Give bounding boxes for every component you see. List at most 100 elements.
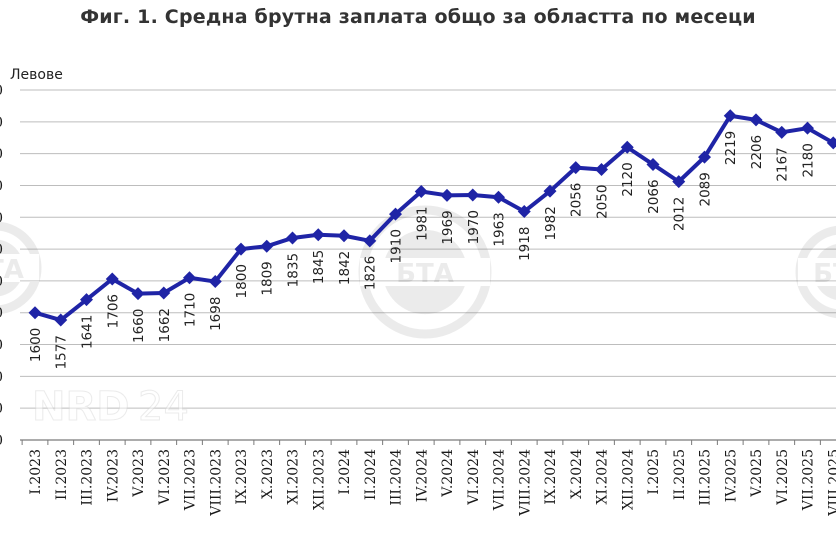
data-label: 1842 — [337, 251, 353, 285]
data-point — [749, 113, 763, 127]
watermark-band — [359, 258, 491, 286]
y-axis-unit-label: Левове — [10, 67, 63, 83]
x-tick-label: I.2024 — [337, 449, 353, 495]
x-tick-label: IV.2023 — [105, 449, 121, 502]
x-tick-label: VIII.2024 — [517, 449, 533, 517]
y-tick-label: 1700 — [0, 274, 3, 290]
x-tick-label: III.2025 — [698, 449, 714, 506]
data-point — [363, 234, 377, 248]
x-tick-label: VII.2024 — [492, 449, 508, 511]
x-tick-label: II.2024 — [363, 449, 379, 500]
data-point — [389, 207, 402, 221]
watermark-bta-text: БТА — [813, 259, 836, 289]
x-tick-label: XII.2024 — [620, 449, 636, 510]
watermark-ring — [0, 221, 42, 315]
data-point — [723, 109, 737, 123]
y-tick-label: 1900 — [0, 210, 3, 226]
y-tick-label: 1800 — [0, 242, 3, 258]
data-label: 1910 — [389, 229, 405, 263]
data-label: 2180 — [801, 143, 817, 177]
x-tick-label: VI.2025 — [775, 449, 791, 506]
data-point — [826, 136, 836, 150]
data-label: 1800 — [234, 264, 250, 298]
data-point — [80, 293, 93, 307]
watermark-ring — [358, 205, 492, 339]
data-point — [414, 185, 428, 198]
watermark-bta-left: БТА — [0, 221, 42, 315]
x-tick-label: I.2025 — [646, 449, 662, 495]
data-point — [286, 231, 299, 245]
series-salary — [28, 109, 836, 327]
data-point — [208, 275, 222, 289]
data-label: 1918 — [517, 227, 533, 261]
data-label: 1963 — [492, 212, 508, 246]
x-tick-label: III.2023 — [80, 449, 96, 506]
data-point — [183, 271, 196, 285]
data-point — [105, 272, 119, 286]
data-point — [311, 228, 325, 242]
watermark-ring — [795, 225, 836, 319]
watermark-bta-text: БТА — [0, 255, 24, 285]
data-label: 1969 — [440, 210, 456, 244]
data-label: 1698 — [208, 297, 224, 331]
chart-title: Фиг. 1. Средна брутна заплата общо за об… — [80, 6, 756, 28]
y-tick-label: 2300 — [0, 83, 3, 99]
x-tick-label: II.2023 — [54, 449, 70, 500]
y-tick-label: 2100 — [0, 147, 3, 163]
data-point — [54, 313, 68, 327]
data-label: 1809 — [260, 261, 276, 295]
watermark-band — [797, 258, 836, 286]
data-point — [775, 125, 789, 139]
x-axis-labels: I.2023 II.2023 III.2023 IV.2023 V.2023 VI.202… — [28, 449, 836, 517]
y-tick-label: 1400 — [0, 369, 3, 385]
x-tick-label: IV.2024 — [414, 449, 430, 502]
y-tick-label: 1300 — [0, 401, 3, 417]
watermark-nrd24: NRD 24 — [32, 384, 190, 431]
x-tick-label: VI.2023 — [157, 449, 173, 506]
data-label: 2219 — [723, 131, 739, 165]
data-point — [440, 188, 454, 202]
data-label: 2089 — [698, 172, 714, 206]
data-point — [543, 184, 557, 198]
data-point — [698, 150, 711, 164]
data-label: 2050 — [595, 185, 611, 219]
data-label: 1641 — [80, 315, 96, 349]
data-label: 1577 — [54, 335, 70, 369]
watermark-nrd-text: NRD — [32, 384, 129, 430]
watermark-bta-text: БТА — [396, 259, 454, 289]
data-label: 1662 — [157, 308, 173, 342]
data-point — [260, 239, 274, 253]
data-label: 1982 — [543, 206, 559, 240]
x-tick-label: V.2025 — [749, 449, 765, 498]
data-point — [569, 161, 583, 175]
x-tick-label: VIII.2025 — [826, 449, 836, 517]
data-point — [672, 175, 686, 189]
y-tick-label: 2200 — [0, 115, 3, 131]
data-point — [801, 121, 814, 135]
data-label: 1981 — [414, 207, 430, 241]
data-label: 2056 — [569, 183, 585, 217]
x-tick-label: III.2024 — [389, 449, 405, 506]
watermark-disc — [382, 229, 468, 315]
series-line — [34, 113, 835, 323]
watermark-disc — [0, 239, 24, 297]
data-point — [28, 306, 42, 320]
x-tick-label: IV.2025 — [723, 449, 739, 502]
data-label: 1710 — [183, 293, 199, 327]
data-label: 2012 — [672, 197, 688, 231]
x-tick-label: X.2024 — [569, 449, 585, 499]
data-label: 1600 — [28, 328, 44, 362]
data-point — [620, 140, 634, 154]
y-axis-ticks: 1200 1300 1400 1500 1600 1700 1800 1900 2000 2100… — [0, 83, 3, 449]
x-tick-label: V.2023 — [131, 449, 147, 498]
y-tick-label: 2000 — [0, 178, 3, 194]
data-label: 1660 — [131, 309, 147, 343]
watermark-bta-right: БТА — [795, 225, 836, 319]
y-tick-label: 1500 — [0, 338, 3, 354]
x-axis — [20, 439, 836, 445]
x-tick-label: VII.2023 — [183, 449, 199, 511]
data-point — [131, 287, 145, 301]
x-tick-label: VIII.2023 — [208, 449, 224, 517]
grid-lines — [20, 89, 836, 441]
